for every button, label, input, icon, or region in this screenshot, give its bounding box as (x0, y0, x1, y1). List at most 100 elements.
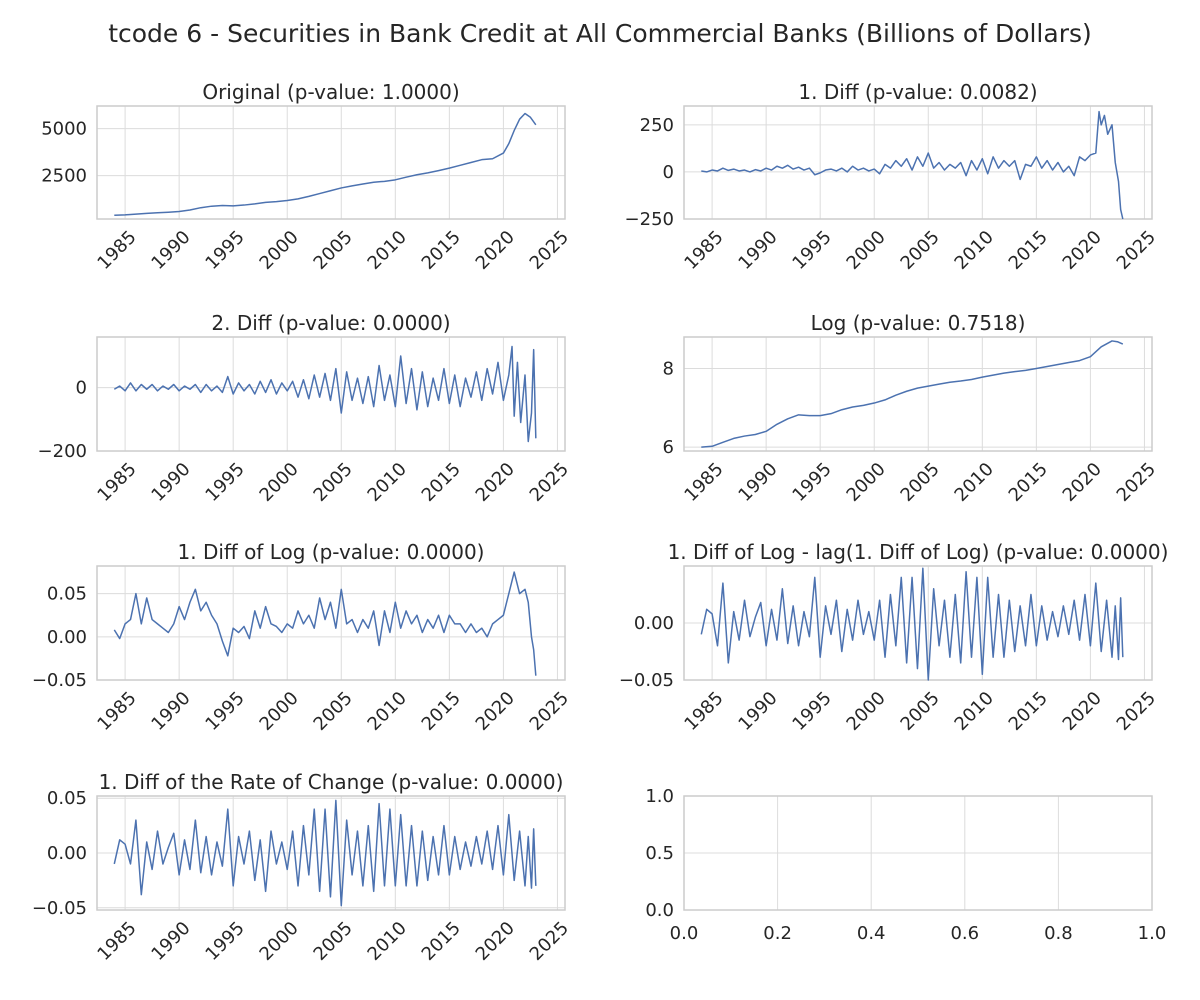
subplot-3: 2. Diff (p-value: 0.0000) −200 0 1985 1990 19… (38, 311, 573, 506)
axes-frame (96, 795, 566, 911)
x-tick-label: 1985 (93, 688, 140, 735)
x-tick-label: 1995 (788, 688, 835, 735)
x-tick-label: 1985 (680, 688, 727, 735)
subplot-title: 1. Diff of the Rate of Change (p-value: … (99, 770, 564, 794)
x-tick-label: 1.0 (1138, 923, 1167, 944)
y-tick-label: −200 (38, 441, 87, 462)
axes-frame (683, 336, 1153, 452)
y-tick-label: 0.5 (645, 843, 674, 864)
series-line (113, 571, 537, 676)
x-tick-label: 0.6 (950, 923, 979, 944)
y-tick-label: 250 (640, 115, 674, 136)
x-tick-label: 2015 (1005, 459, 1052, 506)
y-tick-label: 0.00 (634, 613, 674, 634)
y-tick-label: 0.0 (645, 900, 674, 921)
x-tick-label: 0.2 (763, 923, 792, 944)
x-tick-label: 1985 (680, 459, 727, 506)
x-tick-label: 0.0 (670, 923, 699, 944)
x-tick-label: 1985 (680, 227, 727, 274)
series-line (700, 567, 1124, 681)
x-tick-label: 2000 (256, 688, 303, 735)
x-tick-label: 2015 (1005, 227, 1052, 274)
series-line (114, 112, 537, 216)
subplot-5: 1. Diff of Log (p-value: 0.0000) −0.05 0.0… (32, 540, 573, 735)
x-tick-label: 2020 (1059, 227, 1106, 274)
x-tick-label: 2000 (256, 227, 303, 274)
x-tick-label: 2005 (897, 459, 944, 506)
y-tick-label: 8 (663, 358, 674, 379)
x-tick-label: 2010 (364, 918, 411, 965)
x-tick-label: 2000 (256, 918, 303, 965)
y-tick-label: −0.05 (619, 670, 674, 691)
x-tick-label: 1995 (201, 459, 248, 506)
x-tick-label: 1995 (788, 227, 835, 274)
x-tick-label: 2025 (526, 459, 573, 506)
x-tick-label: 1985 (93, 918, 140, 965)
subplot-title: 2. Diff (p-value: 0.0000) (211, 311, 450, 335)
axes-frame (96, 565, 566, 681)
subplot-title: 1. Diff (p-value: 0.0082) (798, 80, 1037, 104)
series-line (113, 345, 537, 443)
x-tick-label: 0.4 (857, 923, 886, 944)
x-tick-label: 1995 (201, 918, 248, 965)
y-tick-label: −250 (625, 209, 674, 230)
x-tick-label: 2015 (418, 227, 465, 274)
x-tick-label: 1990 (147, 227, 194, 274)
axes-frame (683, 105, 1153, 220)
x-tick-label: 1990 (734, 227, 781, 274)
x-tick-label: 2020 (472, 227, 519, 274)
x-tick-label: 2020 (1059, 688, 1106, 735)
x-tick-label: 0.8 (1044, 923, 1073, 944)
x-tick-label: 2020 (472, 459, 519, 506)
y-tick-label: 0 (663, 162, 674, 183)
subplot-8: 0.0 0.5 1.0 0.0 0.2 0.4 0.6 0.8 1.0 (645, 786, 1166, 944)
x-tick-label: 2005 (310, 227, 357, 274)
x-tick-label: 2010 (364, 459, 411, 506)
x-tick-label: 2005 (897, 688, 944, 735)
subplot-title: 1. Diff of Log (p-value: 0.0000) (178, 540, 485, 564)
y-tick-label: 0.05 (47, 788, 87, 809)
x-tick-label: 1990 (734, 459, 781, 506)
axes-frame (96, 105, 566, 220)
axes-frame (683, 795, 1153, 911)
x-tick-label: 2025 (1113, 688, 1160, 735)
y-tick-label: 5000 (41, 119, 87, 140)
series-line (701, 340, 1124, 448)
subplot-7: 1. Diff of the Rate of Change (p-value: … (32, 770, 573, 965)
x-tick-label: 2010 (951, 459, 998, 506)
x-tick-label: 2020 (472, 918, 519, 965)
x-tick-label: 1985 (93, 227, 140, 274)
x-tick-label: 1990 (147, 688, 194, 735)
y-tick-label: 1.0 (645, 786, 674, 807)
subplot-title: Original (p-value: 1.0000) (202, 80, 459, 104)
x-tick-label: 2015 (1005, 688, 1052, 735)
series-line (113, 799, 537, 907)
subplot-title: Log (p-value: 0.7518) (811, 311, 1026, 335)
x-tick-label: 2025 (1113, 227, 1160, 274)
x-tick-label: 1990 (734, 688, 781, 735)
x-tick-label: 1995 (201, 227, 248, 274)
axes-frame (96, 336, 566, 452)
x-tick-label: 2010 (364, 688, 411, 735)
x-tick-label: 2015 (418, 918, 465, 965)
x-tick-label: 2020 (472, 688, 519, 735)
x-tick-label: 2015 (418, 688, 465, 735)
y-tick-label: 2500 (41, 166, 87, 187)
subplot-6: 1. Diff of Log - lag(1. Diff of Log) (p-… (619, 540, 1169, 735)
subplot-title: 1. Diff of Log - lag(1. Diff of Log) (p-… (668, 540, 1169, 564)
x-tick-label: 1985 (93, 459, 140, 506)
x-tick-label: 2005 (897, 227, 944, 274)
x-tick-label: 2005 (310, 688, 357, 735)
x-tick-label: 1990 (147, 459, 194, 506)
x-tick-label: 1995 (201, 688, 248, 735)
x-tick-label: 2000 (843, 227, 890, 274)
x-tick-label: 2000 (843, 459, 890, 506)
x-tick-label: 2025 (526, 918, 573, 965)
x-tick-label: 2025 (526, 227, 573, 274)
x-tick-label: 2010 (951, 688, 998, 735)
x-tick-label: 2000 (256, 459, 303, 506)
y-tick-label: 0.00 (47, 627, 87, 648)
y-tick-label: 0.00 (47, 843, 87, 864)
